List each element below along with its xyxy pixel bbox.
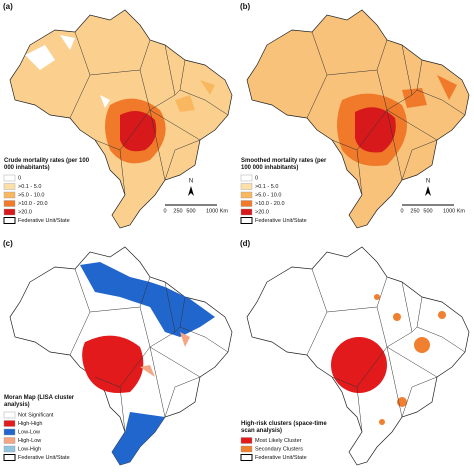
legend-swatch — [240, 200, 253, 207]
legend-swatch — [240, 454, 253, 461]
map-a — [9, 9, 233, 229]
north-label: N — [189, 179, 193, 185]
legend-label: >0.1 - 5.0 — [18, 184, 41, 190]
legend-swatch — [240, 208, 253, 216]
legend-label: Secondary Clusters — [255, 447, 303, 453]
legend-swatch — [240, 217, 253, 224]
scale-label: 0 — [163, 208, 166, 214]
legend-label: Low-High — [18, 447, 41, 453]
legend-label: >20.0 — [18, 210, 32, 216]
north-arrow — [188, 186, 194, 196]
scale-label: 250 — [410, 208, 419, 214]
legend-label: Not Significant — [18, 413, 54, 419]
legend-swatch — [3, 437, 16, 444]
panel-label: (d) — [240, 239, 251, 248]
legend-label: >10.0 - 20.0 — [18, 201, 48, 207]
legend-label: >5.0 - 10.0 — [18, 193, 44, 199]
panel-label: (c) — [3, 239, 13, 248]
legend-label: High-Low — [18, 438, 41, 444]
legend-label: Federative Unit/State — [18, 218, 70, 224]
legend-swatch — [3, 174, 16, 182]
legend-label: High-High — [18, 421, 42, 427]
scale-label: 1000 Km — [206, 208, 228, 214]
map-d — [246, 246, 470, 466]
legend-label: Federative Unit/State — [18, 455, 70, 461]
map-b — [246, 9, 470, 229]
map-c — [9, 246, 233, 466]
legend-title: Smoothed mortality rates (per 100 000 in… — [241, 158, 327, 171]
legend-swatch — [3, 445, 16, 453]
legend-swatch — [240, 174, 253, 182]
legend-label: >5.0 - 10.0 — [255, 193, 281, 199]
legend-swatch — [240, 437, 253, 444]
scale-label: 500 — [186, 208, 195, 214]
scale-label: 250 — [173, 208, 182, 214]
legend-label: Most Likely Cluster — [255, 438, 302, 444]
legend-title: Crude mortality rates (per 100 000 inhab… — [4, 158, 90, 171]
legend-swatch — [3, 183, 16, 190]
legend-label: 0 — [255, 176, 258, 182]
legend-swatch — [240, 183, 253, 190]
legend-title: Moran Map (LISA cluster analysis) — [4, 395, 75, 408]
legend-label: Federative Unit/State — [255, 455, 307, 461]
legend-swatch — [3, 454, 16, 461]
legend-swatch — [240, 445, 253, 453]
legend-swatch — [3, 200, 16, 207]
legend-swatch — [3, 428, 16, 436]
legend-swatch — [240, 191, 253, 199]
legend-swatch — [3, 191, 16, 199]
legend-label: Low-Low — [18, 430, 40, 436]
legend-swatch — [3, 411, 16, 419]
legend-label: >20.0 — [255, 210, 269, 216]
scale-label: 1000 Km — [443, 208, 465, 214]
legend-swatch — [3, 420, 16, 427]
legend-label: >0.1 - 5.0 — [255, 184, 278, 190]
scale-label: 0 — [400, 208, 403, 214]
panel-label: (a) — [3, 2, 13, 11]
panel-label: (b) — [240, 2, 251, 11]
legend-label: >10.0 - 20.0 — [255, 201, 285, 207]
legend-label: 0 — [18, 176, 21, 182]
legend-title: High-risk clusters (space-time scan anal… — [241, 420, 327, 434]
north-arrow — [425, 186, 431, 196]
legend-label: Federative Unit/State — [255, 218, 307, 224]
legend-swatch — [3, 208, 16, 216]
legend-swatch — [3, 217, 16, 224]
scale-label: 500 — [423, 208, 432, 214]
north-label: N — [426, 179, 430, 185]
